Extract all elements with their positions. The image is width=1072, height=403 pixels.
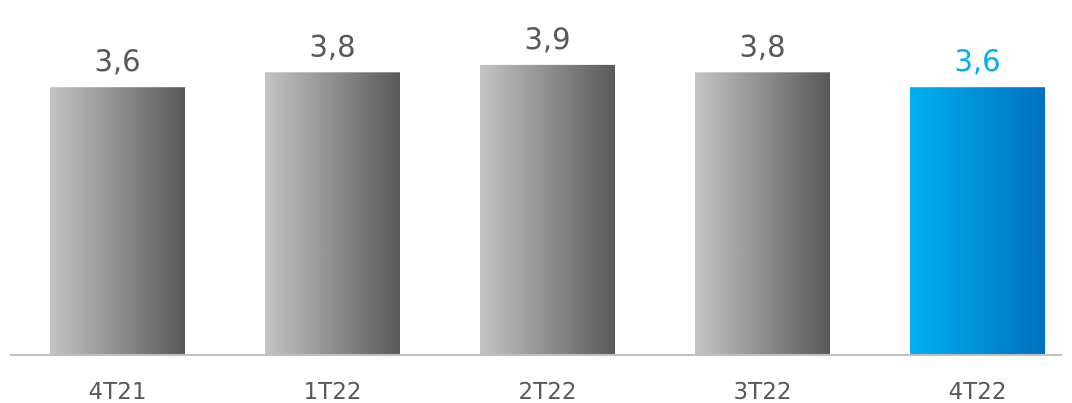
data-label-3T22: 3,8 bbox=[739, 29, 785, 63]
bar-2T22 bbox=[480, 64, 615, 355]
x-tick-label-3T22: 3T22 bbox=[734, 379, 792, 403]
x-tick-label-1T22: 1T22 bbox=[304, 379, 362, 403]
bar-3T22 bbox=[695, 72, 830, 355]
data-label-4T22: 3,6 bbox=[954, 44, 1000, 78]
x-axis-ticks: 4T21 1T22 2T22 3T22 4T22 bbox=[89, 379, 1007, 403]
bars-layer bbox=[50, 64, 1045, 355]
bar-4T21 bbox=[50, 87, 185, 355]
x-tick-label-4T21: 4T21 bbox=[89, 379, 147, 403]
x-tick-label-4T22: 4T22 bbox=[949, 379, 1007, 403]
labels-layer: 3,6 3,8 3,9 3,8 3,6 bbox=[94, 22, 1000, 78]
x-tick-label-2T22: 2T22 bbox=[519, 379, 577, 403]
bar-4T22 bbox=[910, 87, 1045, 355]
data-label-4T21: 3,6 bbox=[94, 44, 140, 78]
bar-1T22 bbox=[265, 72, 400, 355]
data-label-2T22: 3,9 bbox=[524, 22, 570, 56]
data-label-1T22: 3,8 bbox=[309, 29, 355, 63]
